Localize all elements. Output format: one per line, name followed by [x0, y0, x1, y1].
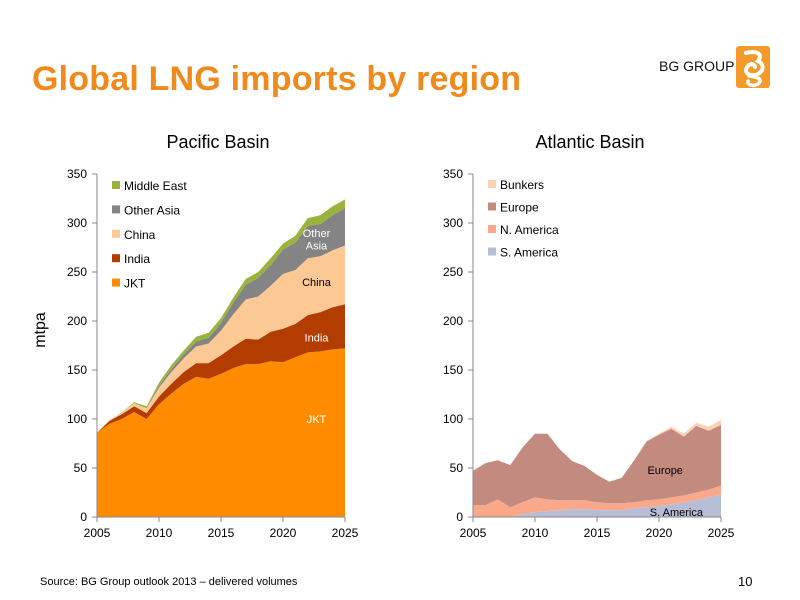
x-tick-label: 2010: [522, 526, 549, 540]
area-jkt: [97, 348, 345, 517]
legend-label-n-america: N. America: [500, 223, 559, 237]
y-tick-label: 200: [443, 314, 463, 328]
area-other-asia: [97, 208, 345, 433]
y-tick-label: 0: [80, 510, 87, 524]
legend-label-s-america: S. America: [500, 246, 558, 260]
area-s-america: [473, 494, 721, 517]
annotation-jkt: JKT: [307, 414, 327, 426]
annotation-other: Other: [303, 228, 331, 240]
y-axis-label: mtpa: [32, 312, 49, 348]
y-tick-label: 300: [67, 216, 87, 230]
x-tick-label: 2025: [708, 526, 735, 540]
chart-atlantic-basin: 0 50 100 150 200 250 300 350 2005 2010 2015 2020 202…: [443, 132, 735, 540]
area-india: [97, 304, 345, 433]
y-tick-label: 300: [443, 216, 463, 230]
legend-swatch-n-america: [488, 225, 496, 233]
legend-swatch-jkt: [112, 278, 120, 287]
y-tick-label: 150: [443, 363, 463, 377]
x-tick-label: 2015: [584, 526, 611, 540]
area-china: [97, 245, 345, 433]
legend-label-middle-east: Middle East: [124, 179, 187, 193]
legend-label-other-asia: Other Asia: [124, 203, 180, 217]
x-tick-label: 2005: [460, 526, 487, 540]
annotation-asia: Asia: [306, 241, 328, 253]
area-europe: [473, 424, 721, 508]
annotation-s-america: S. America: [650, 507, 704, 519]
source-note: Source: BG Group outlook 2013 – delivere…: [40, 576, 298, 588]
y-tick-label: 50: [74, 461, 88, 475]
chart-title: Pacific Basin: [166, 132, 269, 152]
x-tick-label: 2025: [332, 526, 359, 540]
legend-swatch-other-asia: [112, 205, 120, 214]
x-tick-label: 2020: [270, 526, 297, 540]
annotation-india: India: [305, 333, 330, 345]
y-tick-label: 250: [67, 265, 87, 279]
legend-swatch-middle-east: [112, 181, 120, 189]
x-tick-label: 2005: [84, 526, 111, 540]
brand-name: BG GROUP: [659, 58, 735, 74]
y-tick-label: 250: [443, 265, 463, 279]
legend-swatch-europe: [488, 202, 496, 211]
chart-pacific-basin: 0 50 100 150 200 250 300 350 2005 2010 2015 2020 202…: [32, 132, 359, 540]
bg-logo: [736, 46, 770, 88]
legend-swatch-china: [112, 229, 120, 238]
area-middle-east: [97, 199, 345, 433]
chart-title: Atlantic Basin: [535, 132, 644, 152]
legend-label-bunkers: Bunkers: [500, 178, 544, 192]
legend-swatch-bunkers: [488, 180, 496, 188]
y-tick-label: 100: [67, 412, 87, 426]
y-tick-label: 200: [67, 314, 87, 328]
y-tick-label: 50: [450, 461, 464, 475]
legend-label-europe: Europe: [500, 201, 539, 215]
legend-swatch-india: [112, 254, 120, 263]
legend-label-china: China: [124, 228, 156, 242]
annotation-europe: Europe: [647, 465, 682, 477]
y-tick-label: 350: [443, 167, 463, 181]
y-tick-label: 0: [456, 510, 463, 524]
x-tick-label: 2020: [646, 526, 673, 540]
y-tick-label: 150: [67, 363, 87, 377]
legend-label-jkt: JKT: [124, 277, 146, 291]
legend: Bunkers Europe N. America S. America: [488, 178, 559, 260]
page-number: 10: [738, 574, 753, 589]
slide-title: Global LNG imports by region: [32, 60, 522, 98]
annotation-china: China: [302, 277, 332, 289]
legend-swatch-s-america: [488, 247, 496, 256]
y-tick-label: 350: [67, 167, 87, 181]
x-tick-label: 2015: [208, 526, 235, 540]
legend-label-india: India: [124, 252, 150, 266]
legend: Middle East Other Asia China India JKT: [112, 179, 187, 291]
y-tick-label: 100: [443, 412, 463, 426]
x-tick-label: 2010: [146, 526, 173, 540]
area-n-america: [473, 485, 721, 517]
